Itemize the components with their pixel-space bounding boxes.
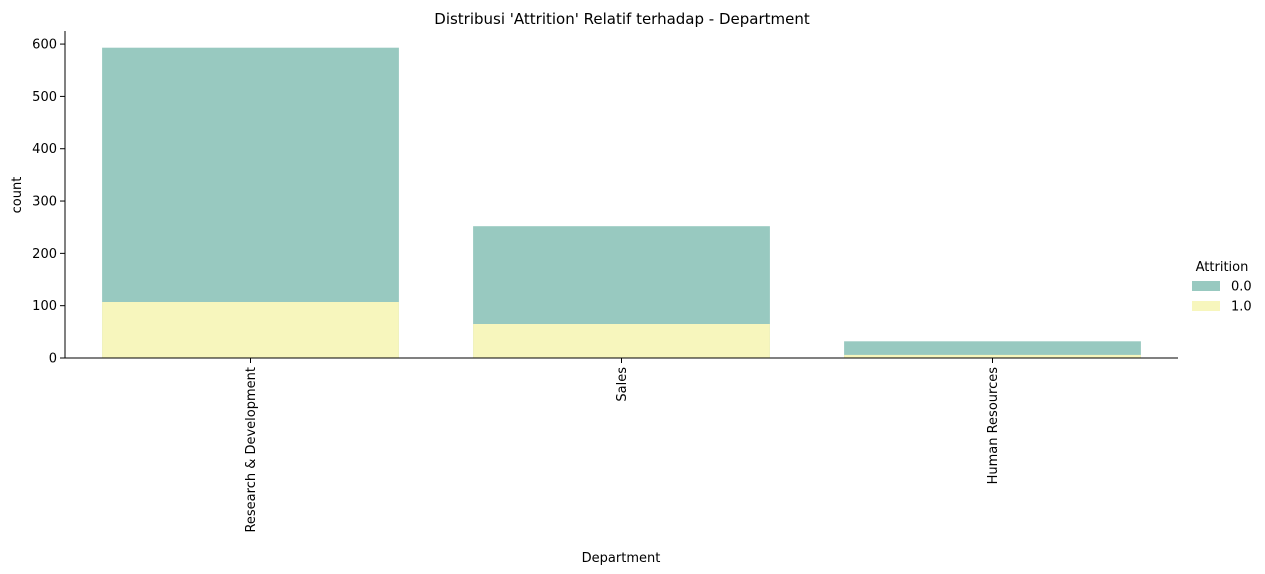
legend-label-1: 1.0 [1231, 300, 1252, 315]
legend-swatch-1 [1192, 301, 1220, 311]
x-tick-label-1: Sales [615, 367, 630, 402]
bar-series-0-2 [844, 341, 1141, 358]
bars-layer [102, 47, 1141, 358]
bar-series-1-2 [844, 354, 1141, 358]
x-tick-label-2: Human Resources [986, 367, 1001, 485]
bar-series-1-0 [102, 302, 399, 358]
legend: Attrition 0.0 1.0 [1192, 260, 1252, 315]
y-tick-label-1: 100 [32, 299, 57, 314]
y-axis-ticks: 0 100 200 300 400 500 600 [32, 38, 65, 367]
legend-label-0: 0.0 [1231, 280, 1252, 295]
y-tick-label-0: 0 [49, 352, 57, 367]
bar-series-1-1 [473, 324, 770, 358]
y-axis-label: count [10, 177, 25, 214]
y-tick-label-3: 300 [32, 195, 57, 210]
legend-swatch-0 [1192, 281, 1220, 291]
y-tick-label-4: 400 [32, 142, 57, 157]
y-tick-label-5: 500 [32, 90, 57, 105]
x-tick-label-0: Research & Development [244, 367, 259, 533]
y-tick-label-2: 200 [32, 247, 57, 262]
x-axis-label: Department [582, 551, 661, 566]
legend-title: Attrition [1196, 260, 1249, 275]
y-tick-label-6: 600 [32, 38, 57, 53]
x-axis-ticks: Research & Development Sales Human Resourc… [244, 358, 1001, 533]
chart-title: Distribusi 'Attrition' Relatif terhadap … [434, 10, 810, 28]
